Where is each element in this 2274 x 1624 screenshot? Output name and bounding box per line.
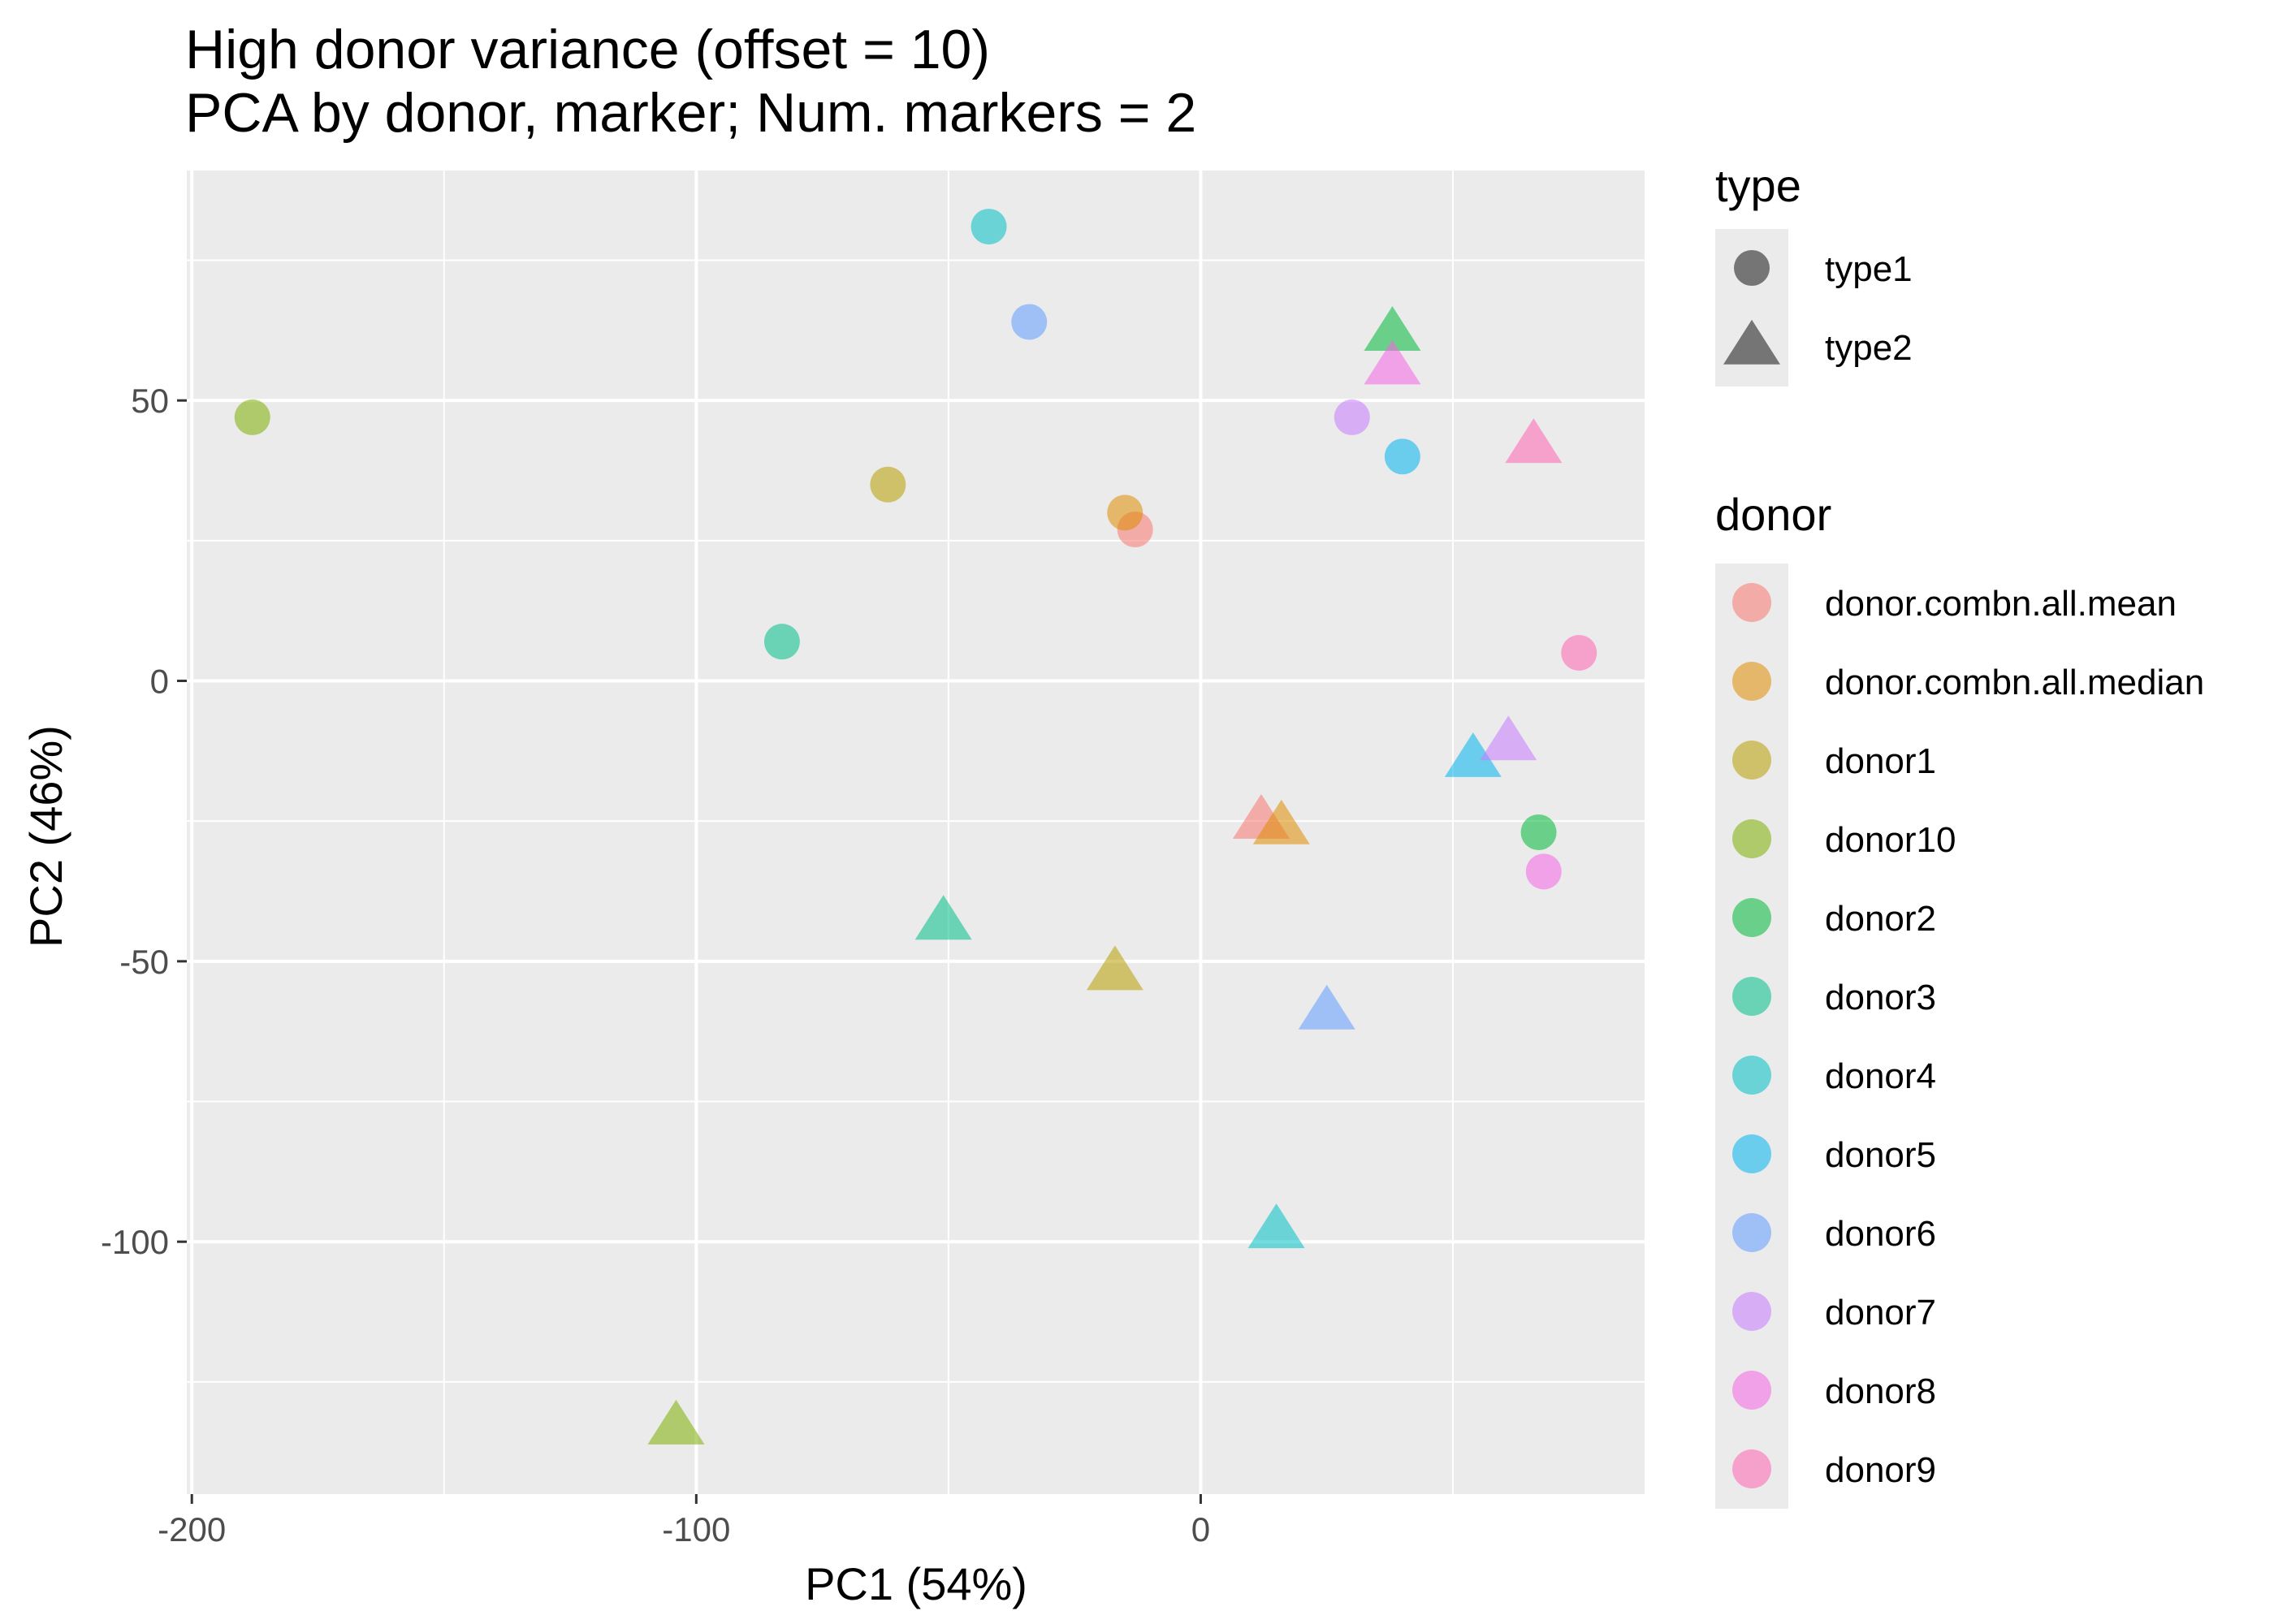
color-legend-label: donor.combn.all.mean — [1825, 584, 2177, 624]
legend-key-color-swatch — [1732, 819, 1771, 858]
legend-key-color-swatch — [1732, 1213, 1771, 1252]
color-legend-label: donor9 — [1825, 1450, 1936, 1490]
data-point-triangle — [1480, 715, 1537, 761]
data-point-circle — [1520, 814, 1557, 850]
chart-subtitle: PCA by donor, marker; Num. markers = 2 — [185, 82, 1196, 144]
minor-gridlines — [187, 171, 1645, 1494]
data-point-circle — [1525, 853, 1562, 890]
data-point-triangle — [1247, 1203, 1305, 1249]
legend-key-color-swatch — [1732, 1056, 1771, 1095]
color-legend-label: donor4 — [1825, 1056, 1936, 1096]
data-point-triangle — [1444, 732, 1502, 777]
y-tick-label: -50 — [119, 943, 169, 981]
legend-key-color-swatch — [1732, 1292, 1771, 1331]
data-points — [234, 209, 1597, 1445]
color-legend-key-background — [1715, 564, 1788, 1509]
legend-key-color-swatch — [1732, 662, 1771, 701]
data-point-triangle — [914, 895, 972, 940]
data-point-circle — [971, 209, 1007, 245]
data-point-triangle — [1252, 799, 1310, 844]
color-legend-label: donor6 — [1825, 1214, 1936, 1254]
legend: type type1 type2 donor donor.combn.all.mean d… — [1715, 160, 2204, 1509]
chart-title: High donor variance (offset = 10) — [185, 19, 990, 80]
x-axis-ticks: -200 -100 0 — [158, 1494, 1210, 1548]
data-point-circle — [1107, 495, 1143, 531]
data-point-triangle — [1086, 945, 1143, 991]
legend-key-color-swatch — [1732, 1134, 1771, 1173]
data-point-circle — [1384, 438, 1420, 475]
data-point-circle — [1011, 304, 1048, 340]
shape-legend-label: type2 — [1825, 328, 1913, 368]
chart-title-group: High donor variance (offset = 10) PCA by… — [185, 19, 1196, 144]
y-axis-title: PC2 (46%) — [20, 725, 71, 948]
x-tick-label: -100 — [662, 1510, 730, 1548]
legend-key-color-swatch — [1732, 977, 1771, 1016]
y-tick-label: 0 — [150, 663, 169, 701]
shape-legend-title: type — [1715, 160, 1801, 211]
color-legend-label: donor2 — [1825, 899, 1936, 939]
y-tick-label: -100 — [101, 1223, 169, 1261]
color-legend-label: donor7 — [1825, 1293, 1936, 1332]
legend-key-color-swatch — [1732, 898, 1771, 937]
shape-legend-label: type1 — [1825, 249, 1913, 289]
x-tick-label: 0 — [1191, 1510, 1210, 1548]
legend-key-color-swatch — [1732, 583, 1771, 622]
data-point-triangle — [1364, 339, 1421, 385]
data-point-triangle — [647, 1399, 705, 1445]
color-legend-label: donor3 — [1825, 978, 1936, 1017]
legend-key-triangle — [1723, 319, 1780, 365]
y-axis-ticks: -100 -50 0 50 — [101, 382, 187, 1261]
color-legend-label: donor1 — [1825, 741, 1936, 781]
data-point-triangle — [1505, 418, 1563, 464]
y-tick-label: 50 — [131, 382, 169, 420]
data-point-circle — [1334, 399, 1370, 435]
color-legend-label: donor.combn.all.median — [1825, 663, 2204, 702]
data-point-circle — [234, 399, 270, 435]
x-axis-title: PC1 (54%) — [805, 1558, 1027, 1609]
data-point-circle — [1561, 634, 1597, 671]
major-gridlines — [187, 171, 1645, 1494]
legend-key-circle — [1734, 250, 1770, 286]
data-point-triangle — [1298, 984, 1355, 1030]
color-legend-label: donor8 — [1825, 1371, 1936, 1411]
x-tick-label: -200 — [158, 1510, 226, 1548]
legend-key-color-swatch — [1732, 1449, 1771, 1488]
color-legend-label: donor10 — [1825, 820, 1956, 860]
data-point-triangle — [1364, 306, 1421, 351]
legend-key-color-swatch — [1732, 741, 1771, 780]
color-legend-title: donor — [1715, 489, 1831, 540]
data-point-circle — [763, 624, 800, 660]
legend-key-color-swatch — [1732, 1371, 1771, 1410]
color-legend-label: donor5 — [1825, 1135, 1936, 1175]
plot-panel — [187, 171, 1645, 1494]
data-point-circle — [870, 466, 906, 503]
